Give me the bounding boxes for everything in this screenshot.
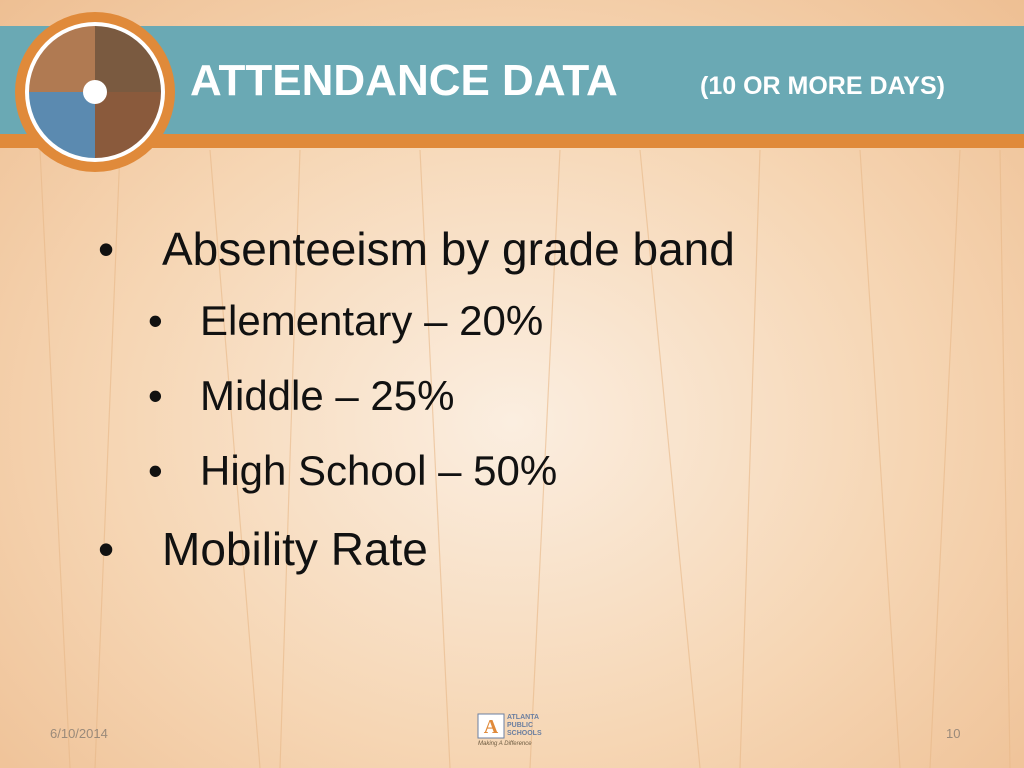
title: ATTENDANCE DATA	[190, 56, 618, 105]
svg-text:A: A	[484, 716, 499, 738]
footer-logo: A	[477, 713, 505, 739]
footer-date: 6/10/2014	[50, 726, 108, 741]
page-number: 10	[946, 726, 961, 741]
bullet-dot: •	[98, 523, 115, 575]
bullet-dot: •	[148, 372, 163, 419]
sub-bullet: Middle – 25%	[200, 372, 455, 419]
bullet-dot: •	[98, 223, 115, 275]
bullet: Absenteeism by grade band	[162, 223, 735, 275]
bullet-dot: •	[148, 297, 163, 344]
logo-tagline: Making A Difference	[478, 741, 532, 747]
logo-photos	[29, 26, 161, 158]
logo-name: ATLANTA PUBLIC SCHOOLS	[507, 714, 542, 737]
subtitle: (10 OR MORE DAYS)	[700, 72, 945, 100]
sub-bullet: High School – 50%	[200, 447, 558, 494]
header-stripe	[0, 134, 1024, 148]
bullet-dot: •	[148, 447, 163, 494]
bullet: Mobility Rate	[162, 523, 428, 575]
sub-bullet: Elementary – 20%	[200, 297, 544, 344]
background-lines	[39, 149, 1011, 768]
